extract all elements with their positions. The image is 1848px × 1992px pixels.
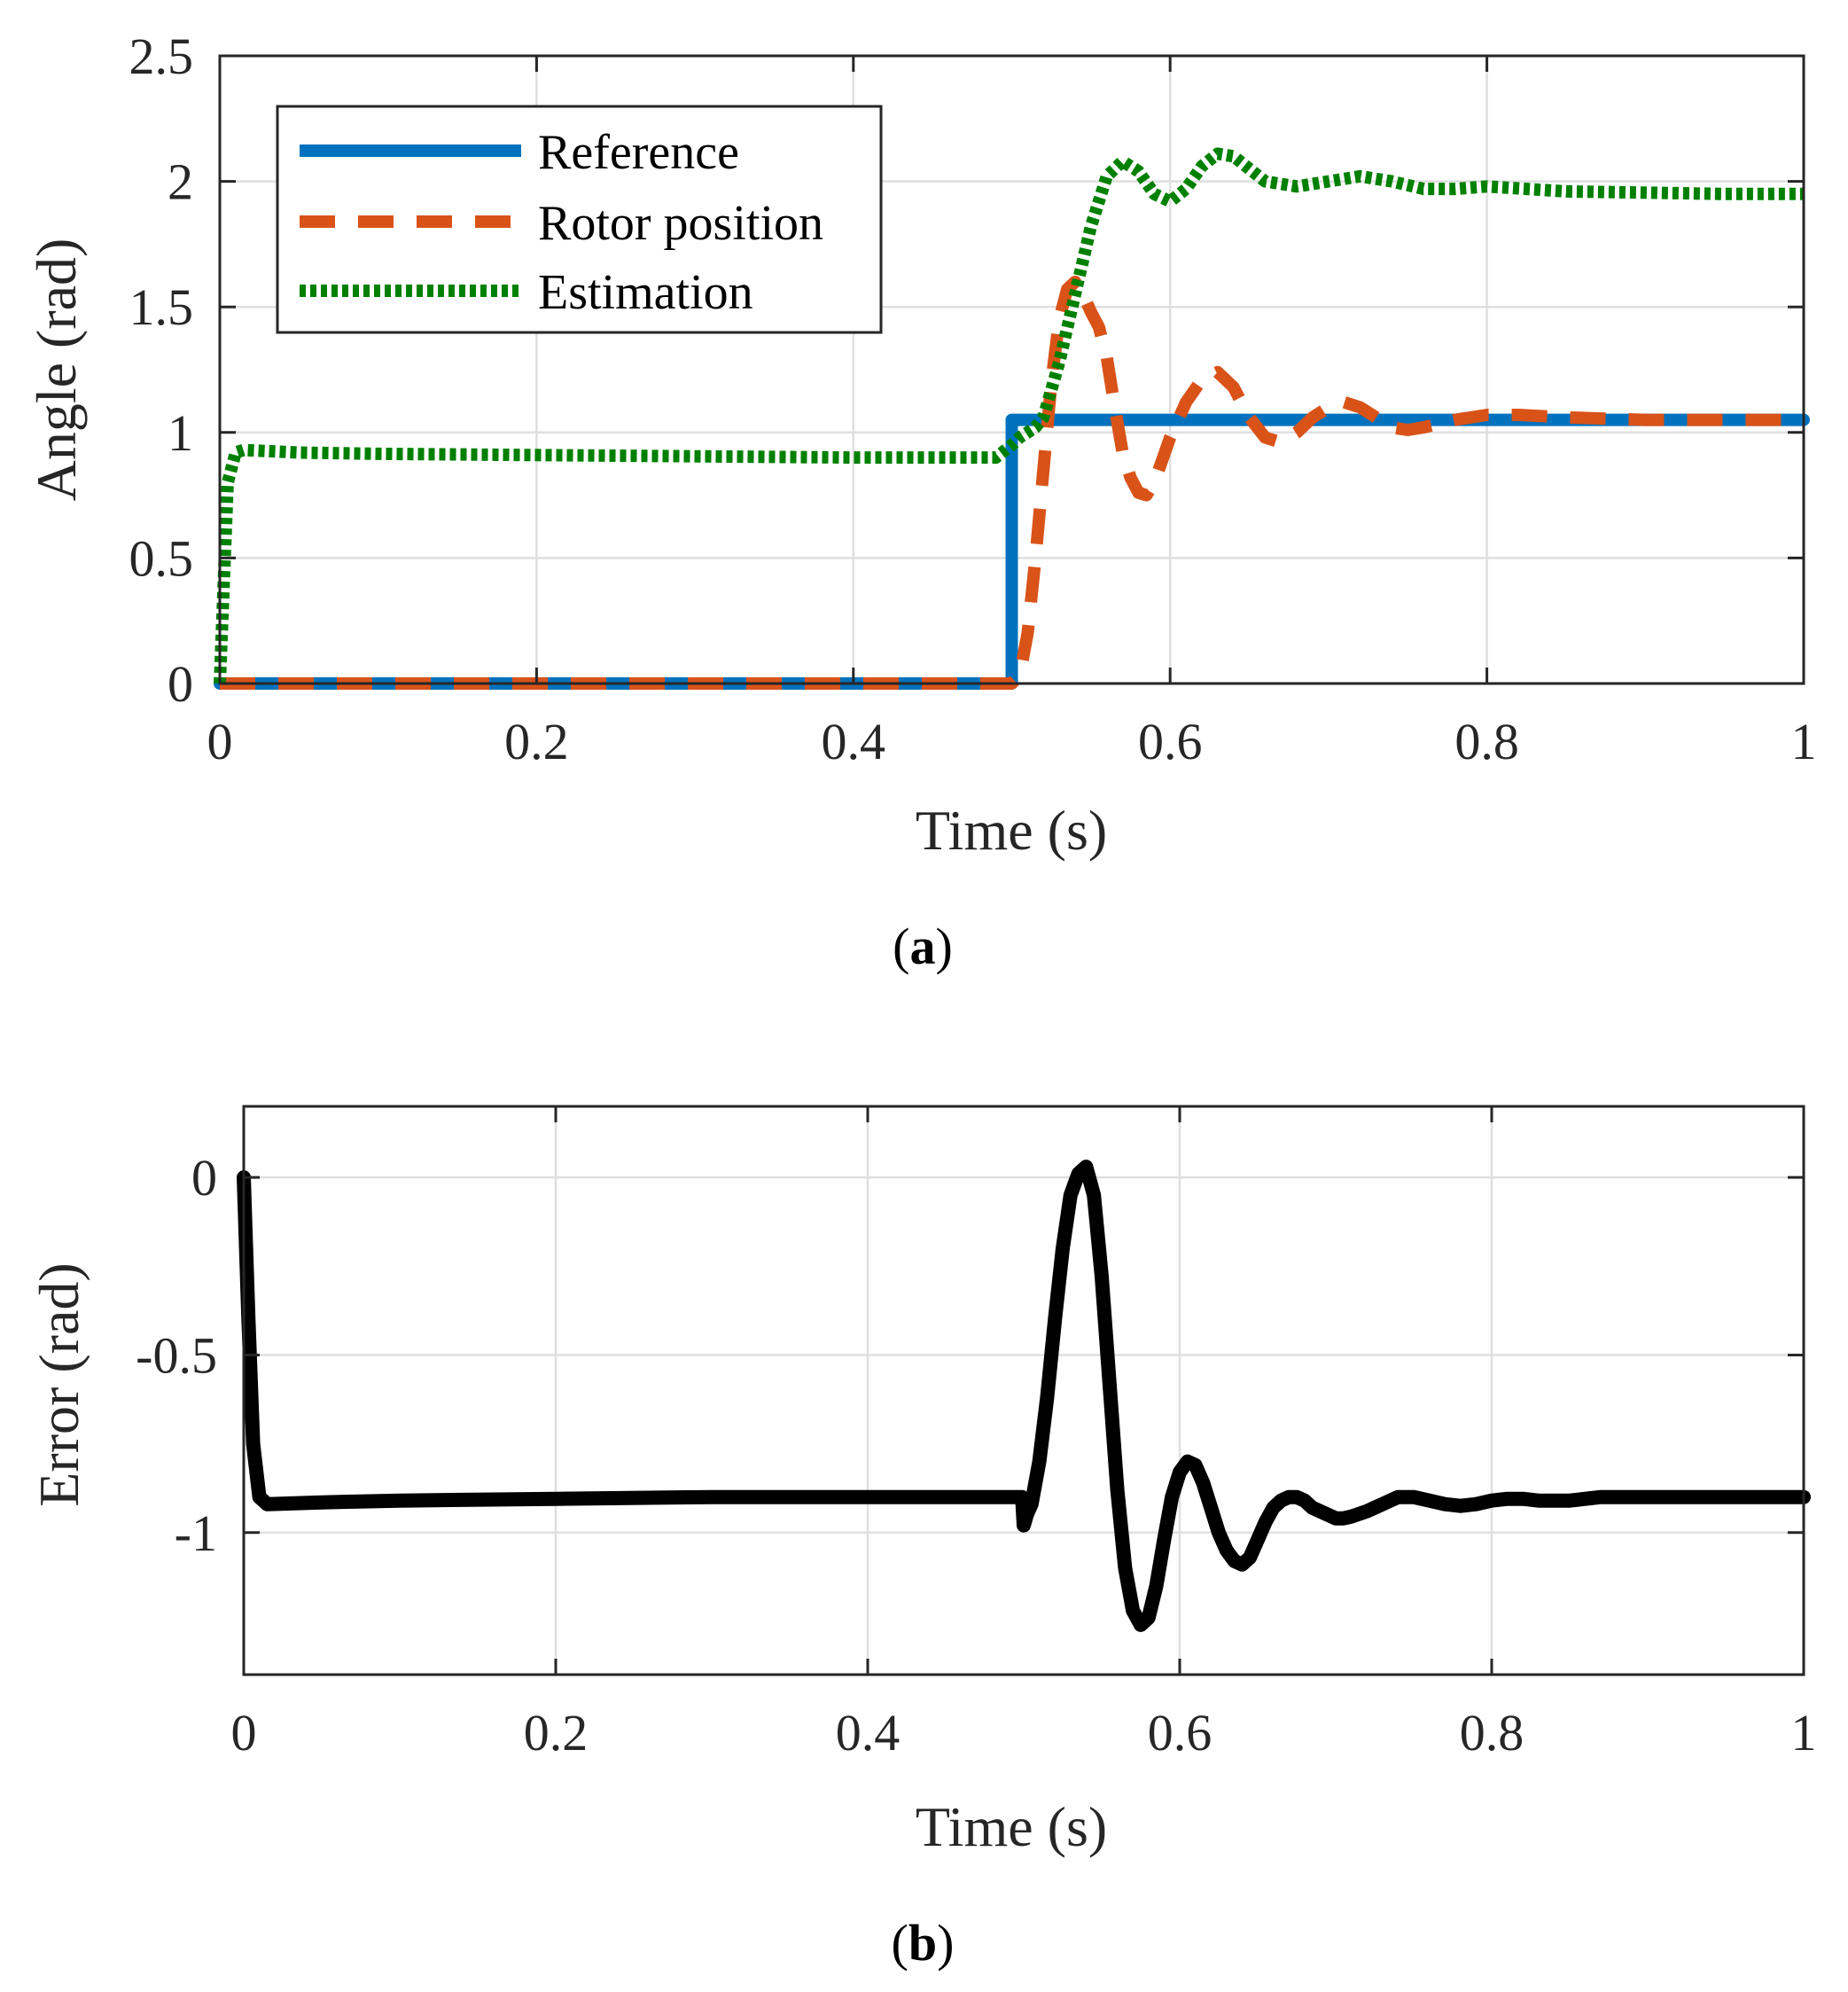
y-tick-label: 1.5 [129,278,194,336]
y-tick-label: -0.5 [136,1326,217,1384]
legend-label-estimation: Estimation [538,265,753,320]
angle-chart-series-estimation [214,147,1804,684]
y-tick-label: -1 [175,1504,217,1562]
error-chart-ylabel: Error (rad) [27,1262,90,1506]
x-tick-label: 0.8 [1460,1704,1524,1762]
error-chart-ticks: 0 0.2 0.4 0.6 0.8 1 -1 -0.5 0 [136,1106,1817,1762]
angle-chart-xlabel: Time (s) [916,799,1107,862]
angle-chart: 0 0.2 0.4 0.6 0.8 1 0 0.5 1 1.5 2 2.5 Reference Rot… [25,27,1817,975]
error-chart-grid [242,1106,1805,1675]
error-chart-axes-box [242,1105,1805,1676]
x-tick-label: 0.6 [1148,1704,1213,1762]
angle-chart-axes-box [218,54,1805,685]
error-chart-caption-letter: b [908,1914,937,1972]
x-tick-label: 0.2 [504,713,569,770]
x-tick-label: 0.4 [836,1704,901,1762]
error-chart-series [237,1160,1811,1632]
angle-chart-series-reference [214,413,1810,690]
error-chart-series-error [237,1160,1811,1632]
angle-chart-caption: (a) [893,918,953,975]
x-tick-label: 1 [1791,713,1817,770]
legend-label-rotor-position: Rotor position [538,196,823,251]
y-tick-label: 1 [168,404,193,462]
legend-label-reference: Reference [538,125,739,180]
angle-chart-ticks: 0 0.2 0.4 0.6 0.8 1 0 0.5 1 1.5 2 2.5 [129,27,1817,770]
x-tick-label: 0 [231,1704,257,1762]
x-tick-label: 0.8 [1454,713,1519,770]
x-tick-label: 0.6 [1138,713,1203,770]
angle-chart-ylabel: Angle (rad) [25,238,88,502]
error-chart: 0 0.2 0.4 0.6 0.8 1 -1 -0.5 0 Time (s) Error (ra… [27,1105,1817,1972]
x-tick-label: 0.4 [822,713,886,770]
y-tick-label: 2.5 [129,27,194,85]
x-tick-label: 1 [1791,1704,1817,1762]
x-tick-label: 0 [207,713,233,770]
y-tick-label: 0 [191,1149,217,1207]
y-tick-label: 0.5 [129,529,194,587]
y-tick-label: 2 [168,153,193,211]
error-chart-xlabel: Time (s) [916,1795,1107,1858]
y-tick-label: 0 [168,655,193,713]
angle-chart-legend: Reference Rotor position Estimation [276,105,883,334]
angle-chart-series-rotor-position [220,275,1804,690]
x-tick-label: 0.2 [524,1704,589,1762]
angle-chart-caption-letter: a [910,918,936,975]
error-chart-caption: (b) [892,1914,955,1972]
